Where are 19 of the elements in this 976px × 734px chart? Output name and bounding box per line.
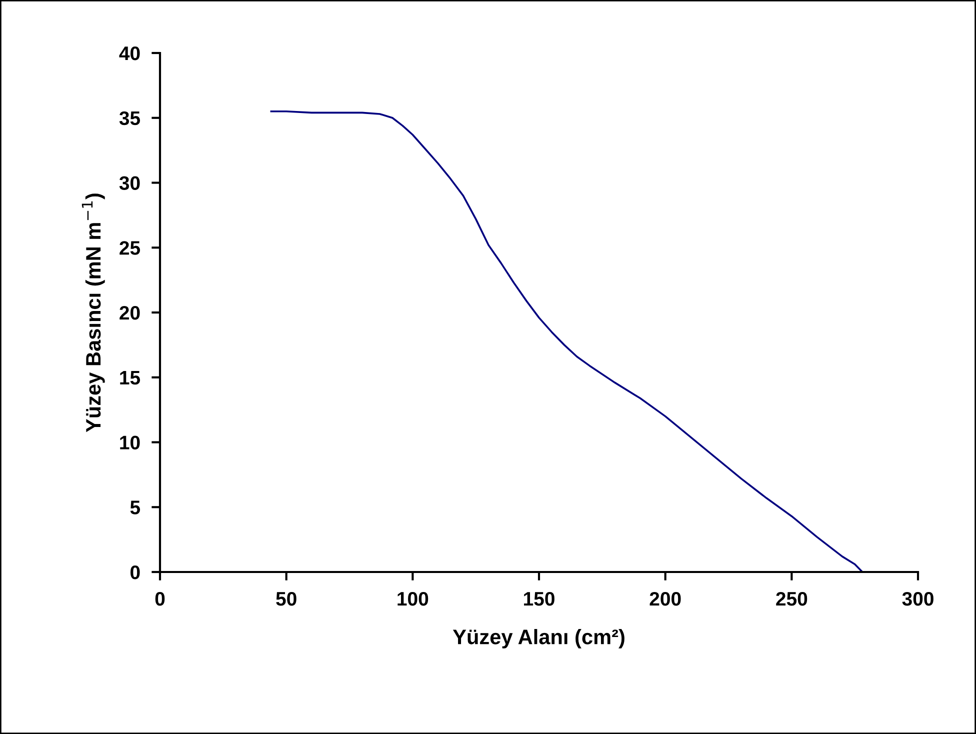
y-tick-label: 35 bbox=[119, 111, 140, 126]
y-tick-label: 0 bbox=[130, 565, 140, 580]
y-tick-label: 15 bbox=[120, 371, 140, 385]
y-axis-title: Yüzey Basıncı (mN m$^{−1}$) bbox=[82, 194, 105, 432]
line-series bbox=[270, 110, 864, 572]
x-tick-label: 50 bbox=[276, 592, 296, 606]
x-tick-label: 100 bbox=[398, 592, 428, 606]
x-tick-label: 0 bbox=[155, 592, 165, 606]
x-tick-label: 250 bbox=[776, 592, 808, 606]
y-tick-label: 5 bbox=[130, 500, 140, 514]
y-tick-label: 25 bbox=[120, 241, 140, 255]
x-tick-label: 150 bbox=[524, 592, 554, 606]
y-tick-label: 20 bbox=[120, 306, 140, 320]
x-tick-label: 200 bbox=[650, 592, 681, 606]
y-tick-label: 30 bbox=[119, 176, 140, 190]
y-tick-label: 10 bbox=[120, 436, 140, 450]
x-axis-title: Yüzey Alanı (cm²) bbox=[452, 629, 624, 648]
y-tick-label: 40 bbox=[119, 46, 140, 60]
x-tick-label: 300 bbox=[902, 592, 934, 606]
